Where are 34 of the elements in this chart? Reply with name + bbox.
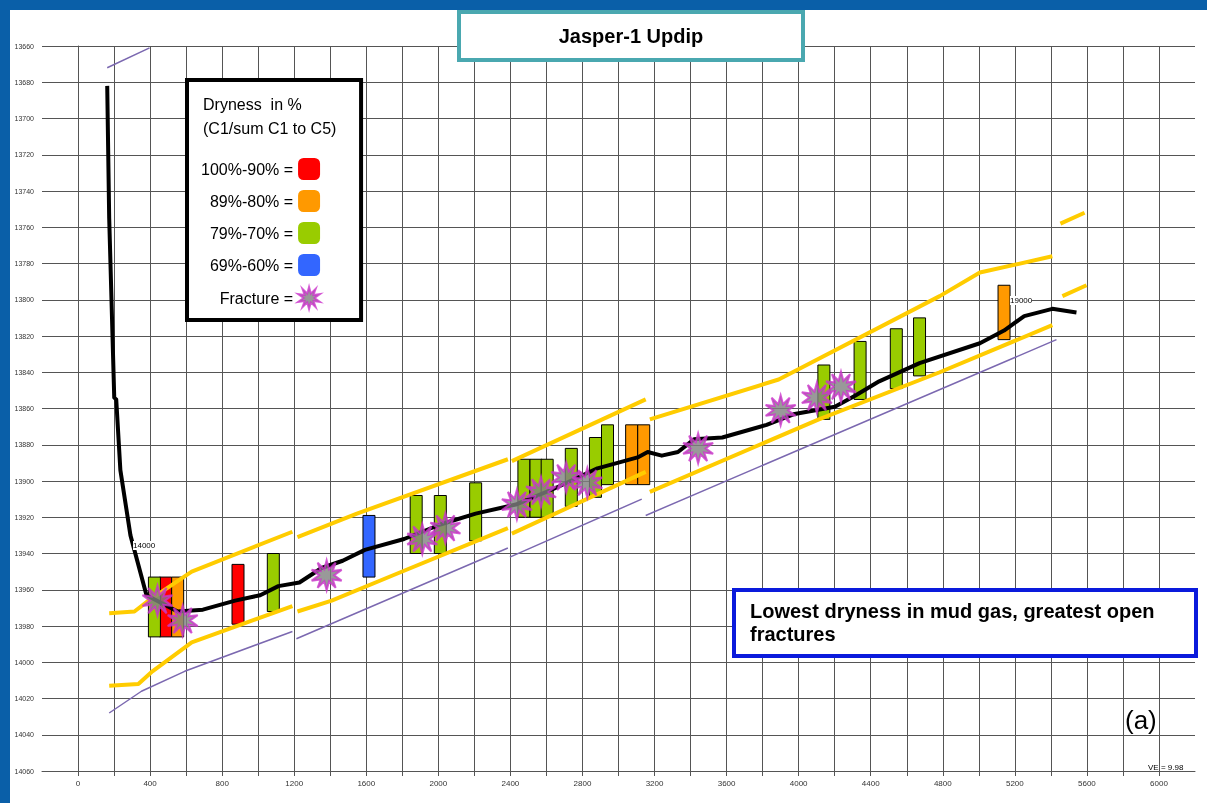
legend-label: 69%-60% = xyxy=(209,256,294,274)
bar xyxy=(362,514,376,578)
x-tick-label: 1200 xyxy=(285,778,304,788)
annotation: VE = 9.98 xyxy=(1148,763,1184,772)
x-tick-label: 1600 xyxy=(357,778,376,788)
legend-label: 79%-70% = xyxy=(209,224,294,242)
legend-label: Fracture = xyxy=(219,289,294,307)
annotation: (a) xyxy=(1125,705,1157,736)
x-tick-label: 800 xyxy=(215,778,230,788)
bar xyxy=(997,284,1011,341)
x-tick-label: 2800 xyxy=(573,778,592,788)
bar xyxy=(853,340,867,400)
bar xyxy=(913,317,927,377)
x-tick-label: 6000 xyxy=(1150,778,1169,788)
bar xyxy=(889,328,903,390)
title-frame: Jasper-1 Updip xyxy=(457,10,805,62)
x-tick-label: 4000 xyxy=(789,778,809,788)
legend-label: 100%-90% = xyxy=(201,160,294,178)
annotation: 14000 xyxy=(133,541,156,550)
x-tick-label: 4400 xyxy=(861,778,881,788)
annotation: 19000 xyxy=(1010,296,1033,305)
x-tick-label: 4800 xyxy=(933,778,953,788)
note-frame: Lowest dryness in mud gas, greatest open fractures xyxy=(732,588,1198,658)
x-tick-label: 3200 xyxy=(645,778,664,788)
x-tick-label: 0 xyxy=(75,778,81,788)
x-tick-label: 3600 xyxy=(717,778,737,788)
x-tick-label: 400 xyxy=(143,778,158,788)
x-tick-label: 5200 xyxy=(1005,778,1025,788)
legend-label: 89%-80% = xyxy=(209,192,294,210)
x-tick-label: 2400 xyxy=(501,778,520,788)
x-tick-label: 5600 xyxy=(1078,778,1097,788)
x-tick-label: 2000 xyxy=(429,778,448,788)
legend-title: Dryness in % (C1/sum C1 to C5) xyxy=(203,95,337,137)
point xyxy=(406,520,439,558)
